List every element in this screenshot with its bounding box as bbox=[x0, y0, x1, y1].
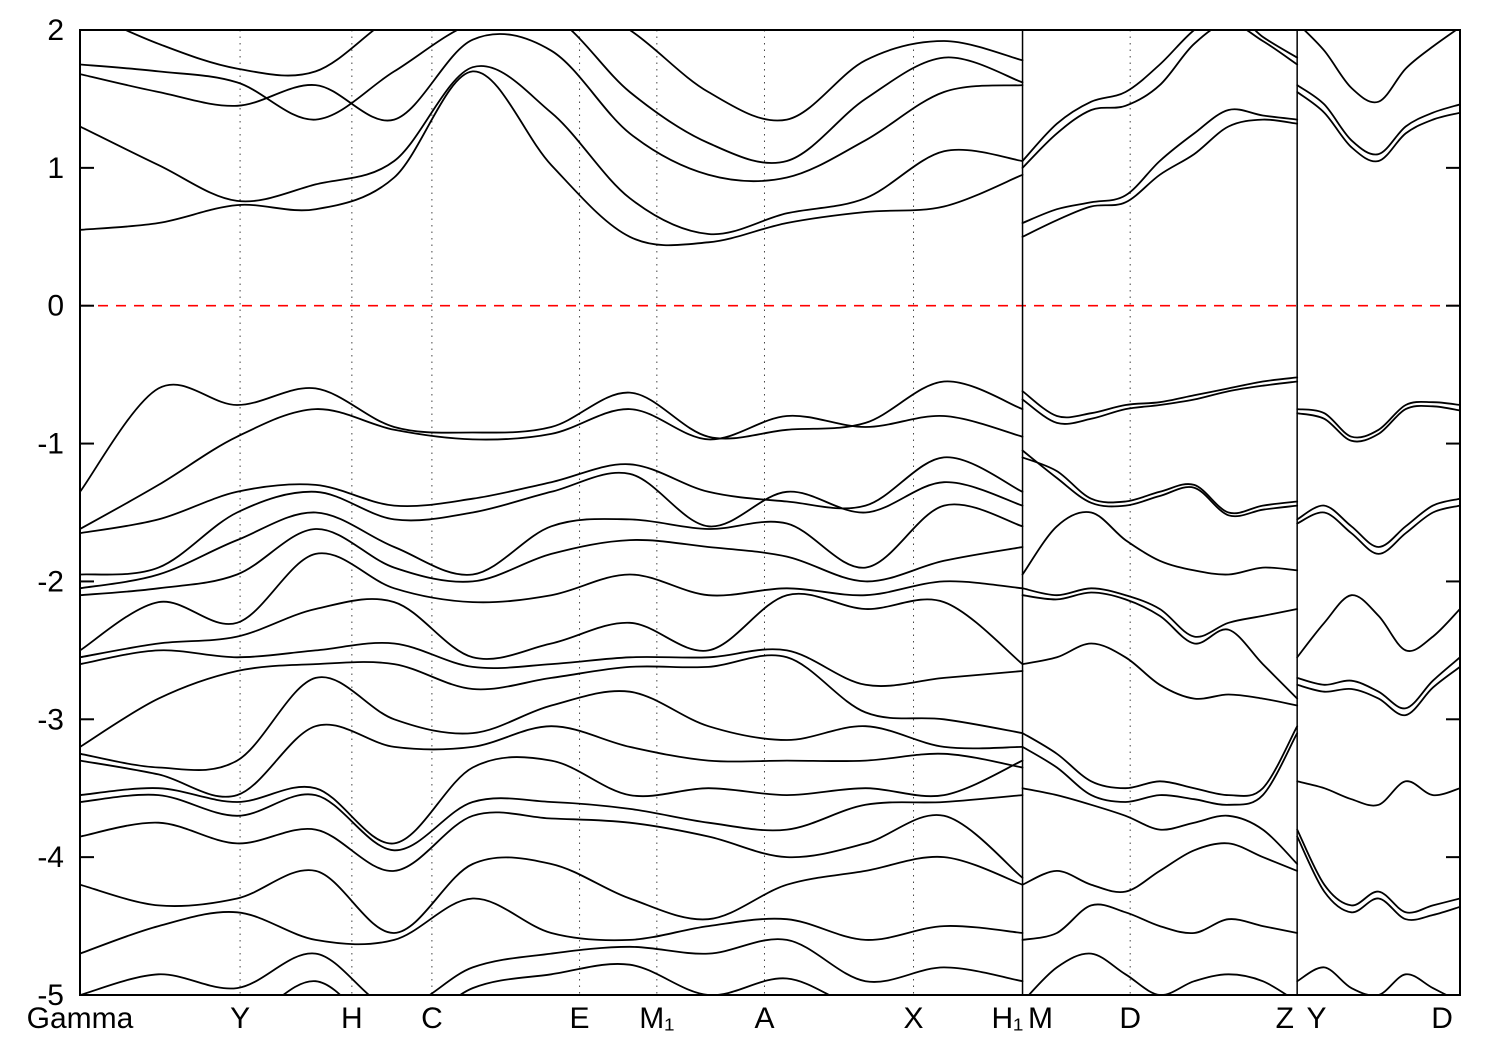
band-line bbox=[1021, 732, 1299, 806]
band-line bbox=[1296, 656, 1460, 710]
band-line bbox=[80, 528, 1024, 597]
panel-boundaries bbox=[1021, 30, 1298, 995]
band-line bbox=[80, 642, 1024, 687]
kpoint-label: X bbox=[904, 1002, 924, 1035]
band-line bbox=[1021, 456, 1299, 515]
band-line bbox=[1021, 30, 1299, 169]
band-line bbox=[1021, 118, 1299, 238]
band-line bbox=[1021, 380, 1299, 425]
kpoint-label: Z bbox=[1276, 1002, 1294, 1035]
y-tick-label: -1 bbox=[37, 428, 64, 461]
y-tick-label: -4 bbox=[37, 841, 64, 874]
band-line bbox=[80, 408, 1024, 530]
band-line bbox=[1296, 400, 1460, 439]
kpoint-label: D bbox=[1431, 1002, 1453, 1035]
band-line bbox=[80, 723, 1024, 798]
band-line bbox=[80, 30, 1024, 164]
band-curves bbox=[80, 30, 1460, 995]
kpoint-label: C bbox=[421, 1002, 443, 1035]
band-line bbox=[1021, 591, 1299, 700]
kpoint-labels: Gamma Y H C E M₁ A X H₁ M D Z Y D bbox=[27, 1002, 1453, 1035]
kpoint-label: M₁ bbox=[639, 1002, 674, 1035]
band-line bbox=[1296, 404, 1460, 443]
band-line bbox=[1296, 91, 1460, 163]
band-line bbox=[1021, 587, 1299, 638]
kpoint-gridlines bbox=[239, 30, 1131, 995]
band-line bbox=[1021, 642, 1299, 707]
band-line bbox=[1296, 666, 1460, 717]
y-axis-labels: 2 1 0 -1 -2 -3 -4 -5 bbox=[37, 14, 64, 1012]
band-line bbox=[1296, 497, 1460, 548]
band-line bbox=[80, 456, 1024, 535]
band-line bbox=[1021, 903, 1299, 941]
kpoint-label: A bbox=[754, 1002, 774, 1035]
band-line bbox=[1021, 108, 1299, 224]
kpoint-label: M bbox=[1028, 1002, 1053, 1035]
band-line bbox=[1296, 828, 1460, 914]
kpoint-label: Gamma bbox=[27, 1002, 134, 1035]
band-line bbox=[1296, 84, 1460, 156]
band-line bbox=[1021, 842, 1299, 894]
band-line bbox=[1021, 511, 1299, 576]
band-line bbox=[1021, 725, 1299, 797]
y-tick-label: 2 bbox=[47, 14, 64, 47]
band-line bbox=[80, 70, 1024, 247]
kpoint-label: H bbox=[341, 1002, 363, 1035]
kpoint-label: H₁ bbox=[991, 1002, 1023, 1035]
band-line bbox=[80, 552, 1024, 652]
band-line bbox=[80, 938, 1024, 995]
band-line bbox=[80, 65, 1024, 236]
band-line bbox=[80, 503, 1024, 590]
y-tick-label: -5 bbox=[37, 979, 64, 1012]
band-line bbox=[80, 654, 1024, 748]
band-line bbox=[80, 33, 1024, 183]
band-line bbox=[1027, 952, 1289, 995]
y-tick-label: -3 bbox=[37, 703, 64, 736]
kpoint-label: D bbox=[1119, 1002, 1141, 1035]
y-tick-label: 1 bbox=[47, 152, 64, 185]
plot-border bbox=[79, 29, 1461, 996]
kpoint-label: Y bbox=[230, 1002, 250, 1035]
band-line bbox=[123, 30, 1024, 122]
band-line bbox=[80, 380, 1024, 493]
band-line bbox=[80, 811, 1024, 879]
band-line bbox=[80, 793, 1024, 852]
band-line bbox=[1296, 594, 1460, 659]
band-line bbox=[1021, 787, 1299, 865]
band-line bbox=[1296, 966, 1449, 995]
band-line bbox=[80, 592, 1024, 665]
band-line bbox=[1296, 780, 1460, 807]
y-tick-label: 0 bbox=[47, 290, 64, 323]
band-line bbox=[80, 756, 1024, 845]
band-line bbox=[80, 897, 1024, 955]
band-line bbox=[145, 963, 958, 995]
band-line bbox=[1021, 449, 1299, 518]
kpoint-label: Y bbox=[1306, 1002, 1326, 1035]
band-line bbox=[80, 855, 1024, 934]
y-tick-label: -2 bbox=[37, 565, 64, 598]
band-line bbox=[80, 471, 1024, 576]
y-axis-ticks bbox=[80, 29, 1460, 996]
band-line bbox=[1303, 30, 1458, 104]
band-line bbox=[80, 676, 1024, 772]
band-line bbox=[1296, 504, 1460, 555]
band-line bbox=[1021, 30, 1299, 162]
kpoint-label: E bbox=[570, 1002, 590, 1035]
band-line bbox=[1296, 835, 1460, 921]
band-line bbox=[1021, 376, 1299, 419]
